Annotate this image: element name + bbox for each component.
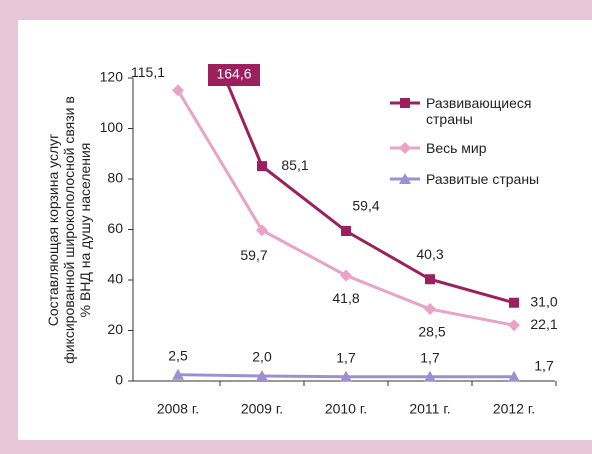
y-tick-label: 100: [100, 119, 124, 135]
value-label: 59,4: [352, 198, 379, 214]
marker: [399, 173, 411, 184]
value-label-box: [208, 64, 260, 86]
y-axis-label-line: фиксированной широкополосной связи в: [61, 96, 77, 364]
marker: [400, 98, 410, 108]
y-axis-label: Составляющая корзина услугфиксированной …: [45, 96, 93, 364]
value-label: 40,3: [416, 246, 443, 262]
marker: [341, 226, 351, 237]
x-tick-label: 2009 г.: [241, 401, 283, 417]
plot-background: [18, 20, 592, 440]
value-label: 41,8: [332, 290, 359, 306]
marker: [508, 370, 520, 382]
marker: [256, 224, 268, 237]
y-axis-label-line: % ВНД на душу населения: [77, 143, 93, 318]
value-label: 22,1: [530, 316, 557, 332]
marker: [340, 269, 352, 282]
value-label: 59,7: [240, 247, 267, 263]
y-tick-label: 60: [107, 220, 123, 236]
y-tick-label: 80: [107, 170, 123, 186]
y-tick-label: 40: [107, 271, 123, 287]
marker: [172, 368, 184, 380]
value-label: 164,6: [216, 66, 251, 82]
value-label: 28,5: [418, 324, 445, 340]
marker: [424, 370, 436, 382]
marker: [172, 84, 184, 97]
legend-label: Развивающиеся страны: [426, 95, 532, 127]
marker: [340, 370, 352, 382]
value-label: 2,0: [252, 349, 272, 365]
marker: [509, 297, 519, 308]
value-label: 1,7: [534, 357, 554, 373]
value-label: 115,1: [131, 64, 165, 80]
value-label: 1,7: [336, 349, 356, 365]
marker: [399, 142, 411, 154]
marker: [425, 274, 435, 285]
legend-label: Весь мир: [426, 140, 487, 156]
marker: [424, 303, 436, 316]
y-tick-label: 120: [100, 69, 124, 85]
value-label: 31,0: [530, 293, 557, 309]
value-label: 1,7: [420, 349, 440, 365]
x-tick-label: 2008 г.: [157, 401, 199, 417]
value-label: 85,1: [281, 157, 308, 173]
marker: [257, 161, 267, 172]
plot-area: [172, 78, 520, 382]
y-tick-label: 20: [107, 321, 123, 337]
x-tick-label: 2012 г.: [493, 401, 535, 417]
legend-label: Развитые страны: [426, 171, 540, 187]
x-tick-label: 2011 г.: [409, 401, 450, 417]
marker: [508, 319, 520, 332]
y-axis-label-line: Составляющая корзина услуг: [45, 134, 61, 327]
marker: [256, 369, 268, 381]
y-tick-label: 0: [115, 372, 123, 388]
x-tick-label: 2010 г.: [325, 401, 367, 417]
value-label: 2,5: [168, 347, 188, 363]
